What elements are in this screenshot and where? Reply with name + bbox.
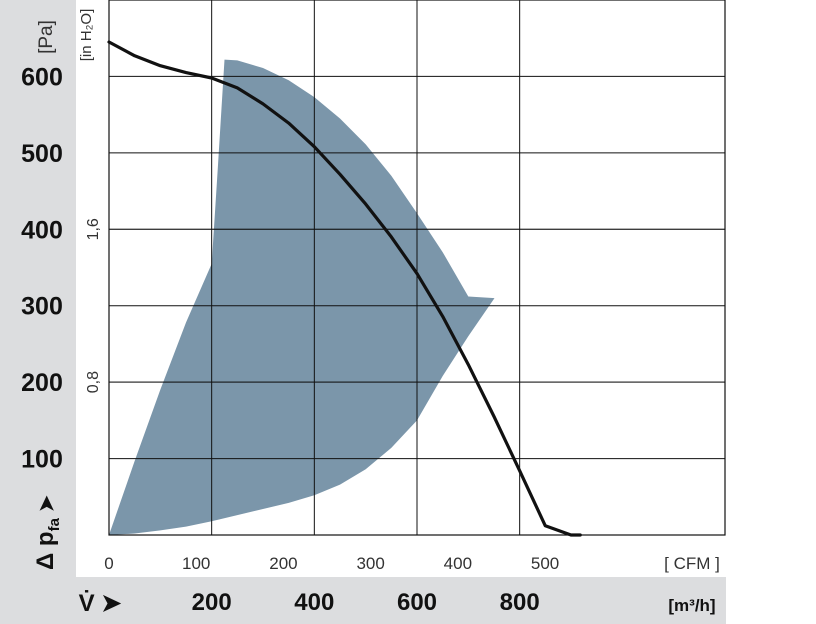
x-axis-flow-indicator: V̇ ➤ [79,590,122,617]
x2-axis-unit-label: [ CFM ] [664,554,720,573]
x-tick-label: 400 [294,589,334,616]
x2-tick-label: 100 [182,554,210,573]
x-tick-label: 200 [192,589,232,616]
operating-region-layer [109,59,495,535]
x2-tick-label: 400 [444,554,472,573]
y-tick-label: 400 [21,216,63,244]
y2-tick-label: 0,8 [85,371,102,393]
y-tick-label: 100 [21,446,63,474]
y-axis-pressure-indicator: Δ pfa➤ [32,495,63,570]
grid-layer [108,0,726,536]
curve-layer [107,40,582,537]
y-axis-band [0,0,76,624]
performance-curve [107,40,582,537]
x-tick-label: 800 [500,589,540,616]
y-tick-label: 200 [21,369,63,397]
operating-region [109,59,495,535]
x-axis-unit-label: [m³/h] [668,596,715,615]
x2-tick-label: 300 [356,554,384,573]
y-tick-label: 300 [21,293,63,321]
y-axis-unit-label: [Pa] [36,20,57,54]
y2-axis-unit-label: [in H₂O] [78,9,95,62]
y-tick-label: 500 [21,140,63,168]
x2-tick-label: 0 [104,554,113,573]
x2-tick-label: 500 [531,554,559,573]
plot-frame [108,0,726,536]
x-tick-label: 600 [397,589,437,616]
label-layer: [Pa] [in H₂O] [ CFM ] [m³/h] V̇ ➤ Δ pfa➤… [21,9,720,617]
x-axis-band [76,577,726,624]
y2-tick-label: 1,6 [85,218,102,240]
y-tick-label: 600 [21,63,63,91]
x2-tick-label: 200 [269,554,297,573]
